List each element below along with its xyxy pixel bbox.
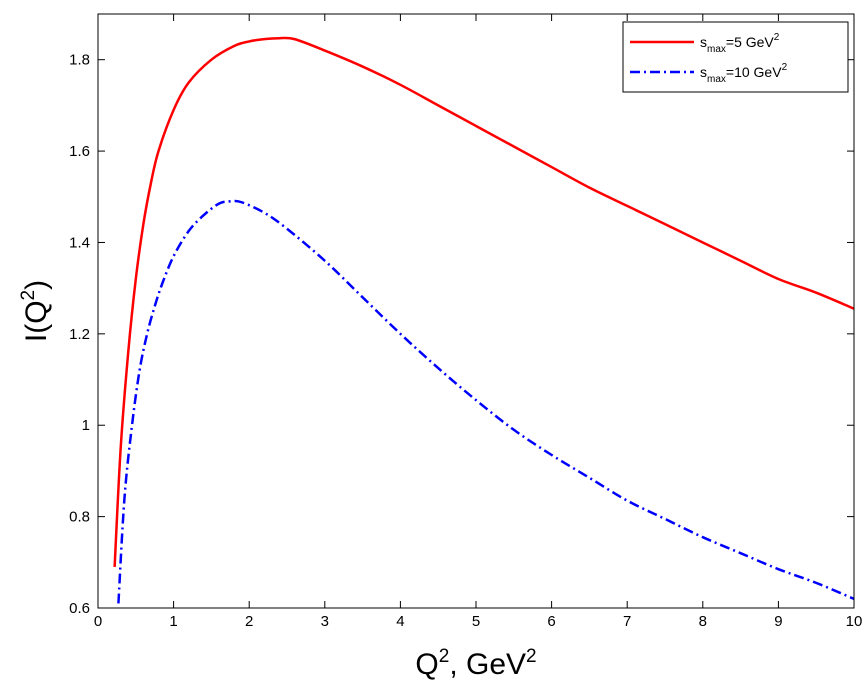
legend-label-smax5: smax=5 GeV2: [700, 32, 780, 55]
x-tick-label: 6: [547, 613, 555, 630]
y-tick-label: 1.8: [69, 52, 90, 69]
legend-label-smax10: smax=10 GeV2: [700, 62, 788, 85]
x-tick-label: 1: [169, 613, 177, 630]
x-tick-label: 2: [245, 613, 253, 630]
legend: smax=5 GeV2 smax=10 GeV2: [622, 21, 849, 93]
x-tick-label: 3: [321, 613, 329, 630]
x-tick-label: 8: [699, 613, 707, 630]
y-tick-label: 1: [82, 417, 90, 434]
x-tick-label: 4: [396, 613, 404, 630]
series-line-smax5: [113, 36, 855, 567]
y-tick-label: 0.6: [69, 600, 90, 617]
x-axis-title: Q2, GeV2: [415, 646, 536, 681]
series-layer: [113, 36, 855, 604]
y-tick-label: 0.8: [69, 509, 90, 526]
y-tick-label: 1.6: [69, 143, 90, 160]
y-axis-title: I(Q2): [18, 280, 53, 342]
x-tick-label: 5: [472, 613, 480, 630]
x-tick-label: 9: [774, 613, 782, 630]
legend-box: [622, 21, 849, 93]
y-tick-label: 1.4: [69, 234, 90, 251]
y-tick-label: 1.2: [69, 326, 90, 343]
series-line-smax10: [117, 199, 855, 604]
x-tick-label: 10: [846, 613, 863, 630]
ticks-layer: 0 1 2 3 4 5 6 7 8 9 10 0.6 0.8 1 1.2 1.4 1.6 1.8: [69, 14, 862, 630]
x-tick-label: 7: [623, 613, 631, 630]
plot-area: [98, 14, 854, 608]
x-tick-label: 0: [94, 613, 102, 630]
